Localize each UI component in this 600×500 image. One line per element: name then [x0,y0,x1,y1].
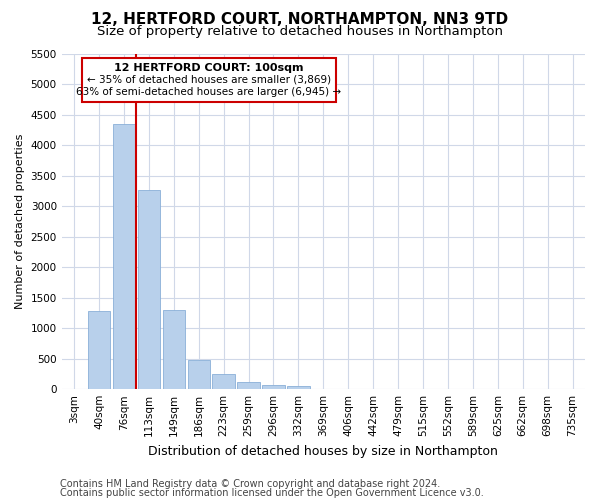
Bar [163,310,185,389]
Y-axis label: Number of detached properties: Number of detached properties [15,134,25,310]
Bar [212,374,235,389]
FancyBboxPatch shape [82,58,336,102]
Bar [262,384,285,389]
Text: Size of property relative to detached houses in Northampton: Size of property relative to detached ho… [97,25,503,38]
Bar [238,382,260,389]
Bar [113,124,135,389]
Text: Contains public sector information licensed under the Open Government Licence v3: Contains public sector information licen… [60,488,484,498]
Bar [287,386,310,389]
Bar [88,312,110,389]
Bar [137,190,160,389]
Text: 63% of semi-detached houses are larger (6,945) →: 63% of semi-detached houses are larger (… [76,87,341,97]
Text: 12 HERTFORD COURT: 100sqm: 12 HERTFORD COURT: 100sqm [114,62,304,72]
Text: ← 35% of detached houses are smaller (3,869): ← 35% of detached houses are smaller (3,… [86,74,331,85]
X-axis label: Distribution of detached houses by size in Northampton: Distribution of detached houses by size … [148,444,498,458]
Text: Contains HM Land Registry data © Crown copyright and database right 2024.: Contains HM Land Registry data © Crown c… [60,479,440,489]
Bar [188,360,210,389]
Text: 12, HERTFORD COURT, NORTHAMPTON, NN3 9TD: 12, HERTFORD COURT, NORTHAMPTON, NN3 9TD [91,12,509,28]
